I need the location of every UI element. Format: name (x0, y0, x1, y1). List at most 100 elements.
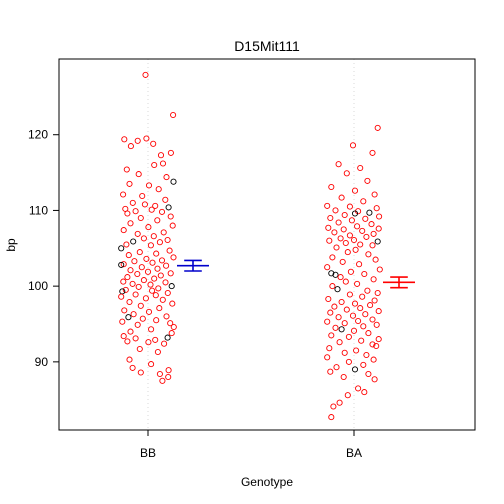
grid-lines (147, 59, 355, 430)
data-point-BB (120, 191, 127, 198)
data-point-BA (332, 207, 339, 214)
data-point-BA (336, 339, 343, 346)
data-point-BA (369, 316, 376, 323)
summary-bar-BA (383, 276, 415, 289)
data-point-BB (157, 152, 165, 159)
data-point-BB (162, 196, 169, 203)
data-point-BA (330, 403, 337, 410)
data-point-BA (351, 210, 359, 217)
y-tick-label: 90 (35, 355, 49, 369)
data-point-BB (124, 274, 131, 281)
data-point-BA (335, 314, 342, 321)
data-point-BA (346, 203, 353, 210)
data-point-BA (341, 211, 348, 219)
data-point-BB (139, 192, 146, 200)
data-point-BB (127, 143, 134, 150)
data-point-BA (341, 349, 348, 356)
data-point-BB (136, 345, 143, 353)
data-point-BA (355, 317, 362, 325)
data-point-BB (123, 166, 130, 173)
data-point-BA (350, 327, 358, 334)
data-point-BB (148, 326, 155, 333)
data-point-BB (151, 275, 158, 282)
data-point-BA (365, 251, 372, 258)
data-point-BB (163, 313, 170, 320)
data-point-BB (120, 227, 127, 234)
data-point-BB (153, 317, 160, 324)
data-point-BB (149, 287, 156, 294)
data-point-BB (152, 292, 159, 299)
y-tick-label: 120 (28, 128, 48, 142)
data-point-BA (333, 244, 340, 251)
data-point-BB (138, 264, 145, 271)
y-tick-label: 110 (29, 203, 48, 217)
data-point-BB (149, 259, 156, 266)
data-point-BA (370, 230, 377, 237)
data-point-BA (324, 354, 331, 361)
data-point-BA (331, 229, 338, 236)
data-point-BA (326, 237, 333, 244)
data-point-BA (370, 276, 377, 283)
data-point-BB (168, 283, 175, 290)
data-point-BA (375, 336, 382, 343)
data-point-BA (365, 370, 372, 378)
data-point-BA (371, 297, 378, 304)
data-point-BA (351, 187, 359, 194)
data-point-BB (147, 242, 154, 249)
data-point-BB (169, 300, 176, 307)
data-point-BA (327, 309, 334, 316)
data-point-BA (355, 385, 362, 392)
data-point-BB (137, 369, 144, 376)
data-point-BB (132, 335, 139, 342)
x-axis: BB BA (140, 430, 362, 460)
data-point-BB (119, 318, 126, 325)
data-point-BB (167, 213, 174, 220)
data-point-BB (130, 311, 137, 318)
data-point-BB (157, 272, 164, 279)
data-point-BB (147, 281, 154, 288)
data-point-BB (126, 356, 133, 363)
data-point-BA (344, 249, 351, 256)
data-point-BA (368, 221, 375, 228)
data-point-BA (362, 311, 369, 318)
data-point-BB (137, 214, 144, 222)
data-point-BA (362, 215, 369, 222)
data-point-BA (341, 320, 348, 327)
data-point-BB (152, 336, 159, 343)
data-point-BA (333, 364, 340, 371)
data-point-BB (135, 171, 142, 178)
data-point-BB (118, 245, 125, 252)
data-point-BB (151, 161, 158, 169)
data-point-BA (335, 219, 342, 226)
data-point-BA (329, 283, 336, 290)
data-point-BB (162, 279, 169, 286)
data-point-BA (345, 358, 352, 365)
data-point-BA (352, 246, 359, 253)
data-point-BA (346, 232, 353, 239)
data-point-BB (136, 249, 143, 256)
x-tick-label-BA: BA (346, 446, 362, 460)
data-point-BB (126, 298, 133, 306)
data-point-BB (155, 186, 162, 193)
data-point-BB (150, 140, 157, 147)
data-point-BA (327, 214, 334, 222)
data-point-BA (349, 142, 357, 149)
data-point-BA (374, 124, 381, 131)
data-point-BB (129, 364, 136, 371)
data-point-BB (159, 160, 167, 167)
data-point-BA (335, 161, 342, 168)
data-point-BA (359, 227, 366, 234)
data-point-BA (332, 271, 339, 278)
data-point-BB (170, 111, 177, 119)
data-point-BA (357, 241, 364, 248)
data-point-BB (123, 241, 130, 248)
data-point-BB (145, 339, 152, 346)
data-point-BA (334, 286, 341, 293)
data-point-BA (374, 238, 381, 245)
data-point-BA (369, 341, 376, 348)
data-point-BA (324, 264, 331, 271)
data-point-BA (358, 337, 365, 344)
data-point-BA (357, 164, 364, 172)
data-point-BB (164, 236, 171, 244)
summary-bar-BB (177, 259, 209, 272)
